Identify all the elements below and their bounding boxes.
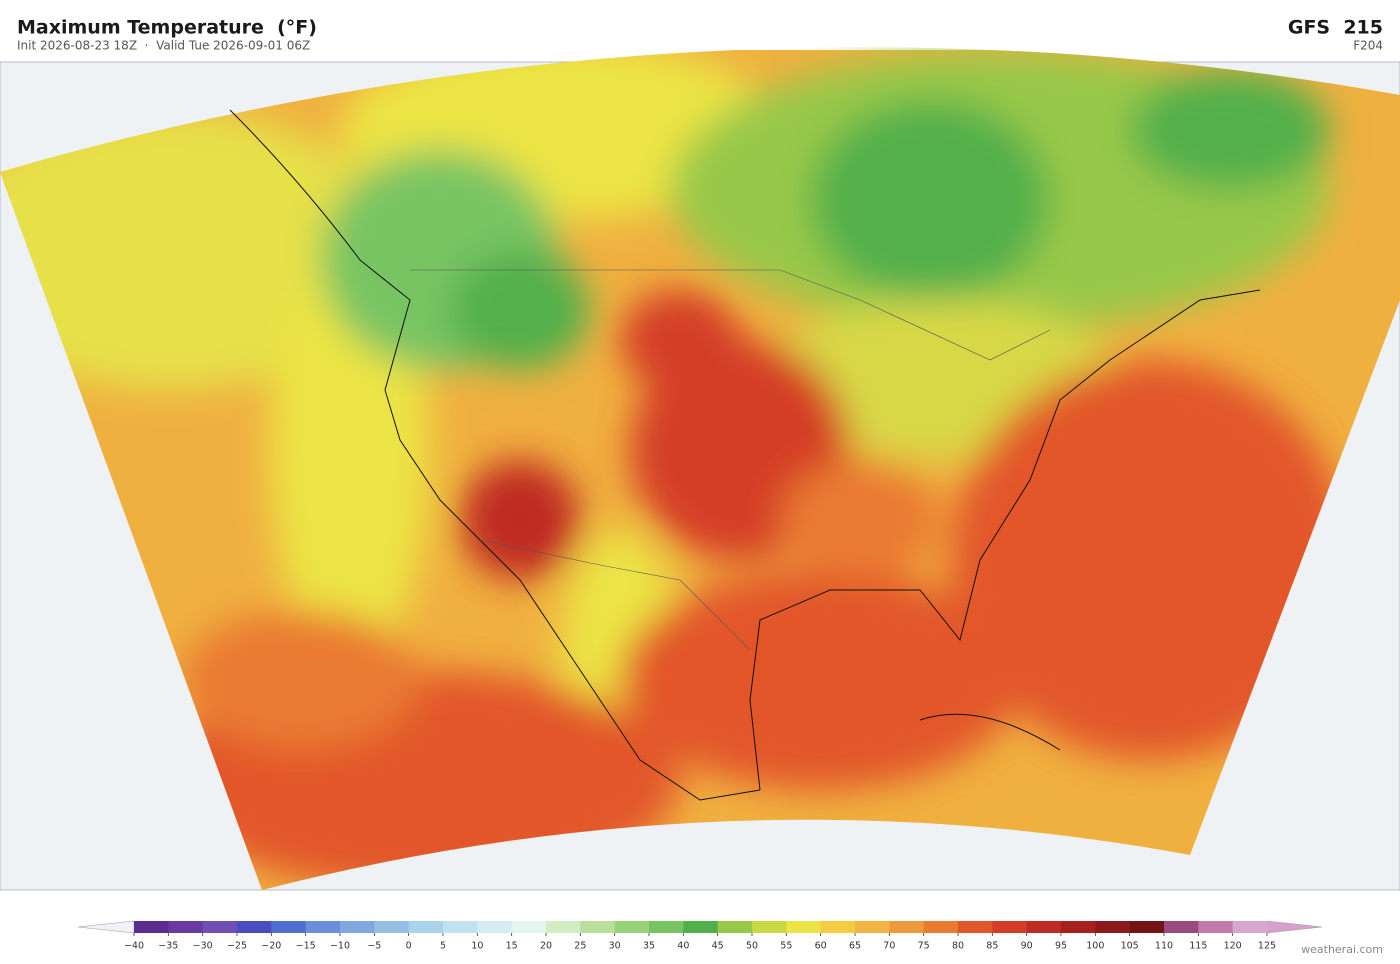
colorbar-segment [923, 921, 959, 933]
colorbar-tick-label: 40 [677, 941, 689, 952]
colorbar-tick-label: 10 [471, 941, 483, 952]
colorbar-tick-label: −20 [261, 941, 281, 952]
colorbar-tick-label: 15 [506, 941, 518, 952]
colorbar-tick-label: −15 [296, 941, 316, 952]
colorbar-tick-label: 45 [712, 941, 724, 952]
colorbar-over [1266, 920, 1323, 934]
colorbar-tick-label: 55 [780, 941, 792, 952]
colorbar-segment [992, 921, 1028, 933]
colorbar-tick-label: 125 [1258, 941, 1276, 952]
colorbar-segment [1026, 921, 1062, 933]
colorbar-segment [1198, 921, 1234, 933]
colorbar-tick-label: 30 [609, 941, 621, 952]
colorbar-segment [717, 921, 753, 933]
colorbar-tick-label: −35 [158, 941, 178, 952]
subtitle: Init 2026-08-23 18Z · Valid Tue 2026-09-… [17, 39, 310, 53]
colorbar-segment [237, 921, 272, 933]
colorbar-segment [1129, 921, 1165, 933]
colorbar-segment [1061, 921, 1096, 933]
colorbar-tick-label: 25 [574, 941, 586, 952]
colorbar-tick-label: 80 [952, 941, 964, 952]
colorbar-tick-label: 70 [883, 941, 895, 952]
credit: weatherai.com [1301, 943, 1383, 956]
colorbar-tick-label: −10 [330, 941, 350, 952]
forecast-hour: F204 [1353, 39, 1383, 53]
colorbar-under [77, 920, 135, 934]
colorbar-segment [580, 921, 616, 933]
colorbar-tick-label: 0 [406, 941, 412, 952]
colorbar-tick-label: 35 [643, 941, 655, 952]
coastlines [229, 109, 1261, 801]
colorbar-segment [340, 921, 375, 933]
model: GFS 215 [1288, 17, 1383, 39]
colorbar-tick-label: 85 [986, 941, 998, 952]
colorbar-tick-label: −25 [227, 941, 247, 952]
colorbar-segment [134, 921, 169, 933]
colorbar-segment [889, 921, 925, 933]
colorbar-tick-label: 100 [1086, 941, 1104, 952]
temperature-field [0, 47, 1400, 891]
colorbar-tick-label: 20 [540, 941, 552, 952]
colorbar-segment [786, 921, 822, 933]
colorbar-segment [614, 921, 650, 933]
colorbar-tick-label: 95 [1055, 941, 1067, 952]
colorbar-segment [408, 921, 444, 933]
colorbar-tick-label: −40 [124, 941, 144, 952]
colorbar-tick-label: 75 [918, 941, 930, 952]
borders [410, 269, 1051, 651]
colorbar: −40 −35 −30 −25 −20 −15 −10 −5 0 5 10 15 20 25 30 35 40 4… [77, 920, 1323, 952]
colorbar-segment [855, 921, 890, 933]
title: Maximum Temperature (°F) [17, 17, 317, 39]
colorbar-segment [958, 921, 993, 933]
colorbar-tick-label: 120 [1224, 941, 1242, 952]
colorbar-segment [477, 921, 513, 933]
colorbar-tick-label: 115 [1189, 941, 1207, 952]
colorbar-tick-label: 5 [440, 941, 446, 952]
colorbar-segment [683, 921, 719, 933]
colorbar-tick-label: 105 [1121, 941, 1139, 952]
colorbar-segment [271, 921, 307, 933]
colorbar-tick-label: 50 [746, 941, 758, 952]
colorbar-segment [649, 921, 684, 933]
colorbar-tick-label: 60 [815, 941, 827, 952]
colorbar-tick-label: 90 [1021, 941, 1033, 952]
colorbar-segment [546, 921, 581, 933]
colorbar-tick-label: 110 [1155, 941, 1173, 952]
map [0, 47, 1400, 891]
colorbar-segment [1164, 921, 1199, 933]
colorbar-segment [1232, 921, 1268, 933]
colorbar-segment [511, 921, 547, 933]
colorbar-segment [305, 921, 341, 933]
colorbar-tick-label: 65 [849, 941, 861, 952]
colorbar-segment [1095, 921, 1131, 933]
colorbar-segment [752, 921, 787, 933]
colorbar-tick-label: −5 [367, 941, 381, 952]
colorbar-tick-label: −30 [193, 941, 213, 952]
colorbar-segment [443, 921, 478, 933]
colorbar-segment [202, 921, 238, 933]
colorbar-segment [374, 921, 410, 933]
colorbar-segment [168, 921, 204, 933]
colorbar-segment [820, 921, 856, 933]
